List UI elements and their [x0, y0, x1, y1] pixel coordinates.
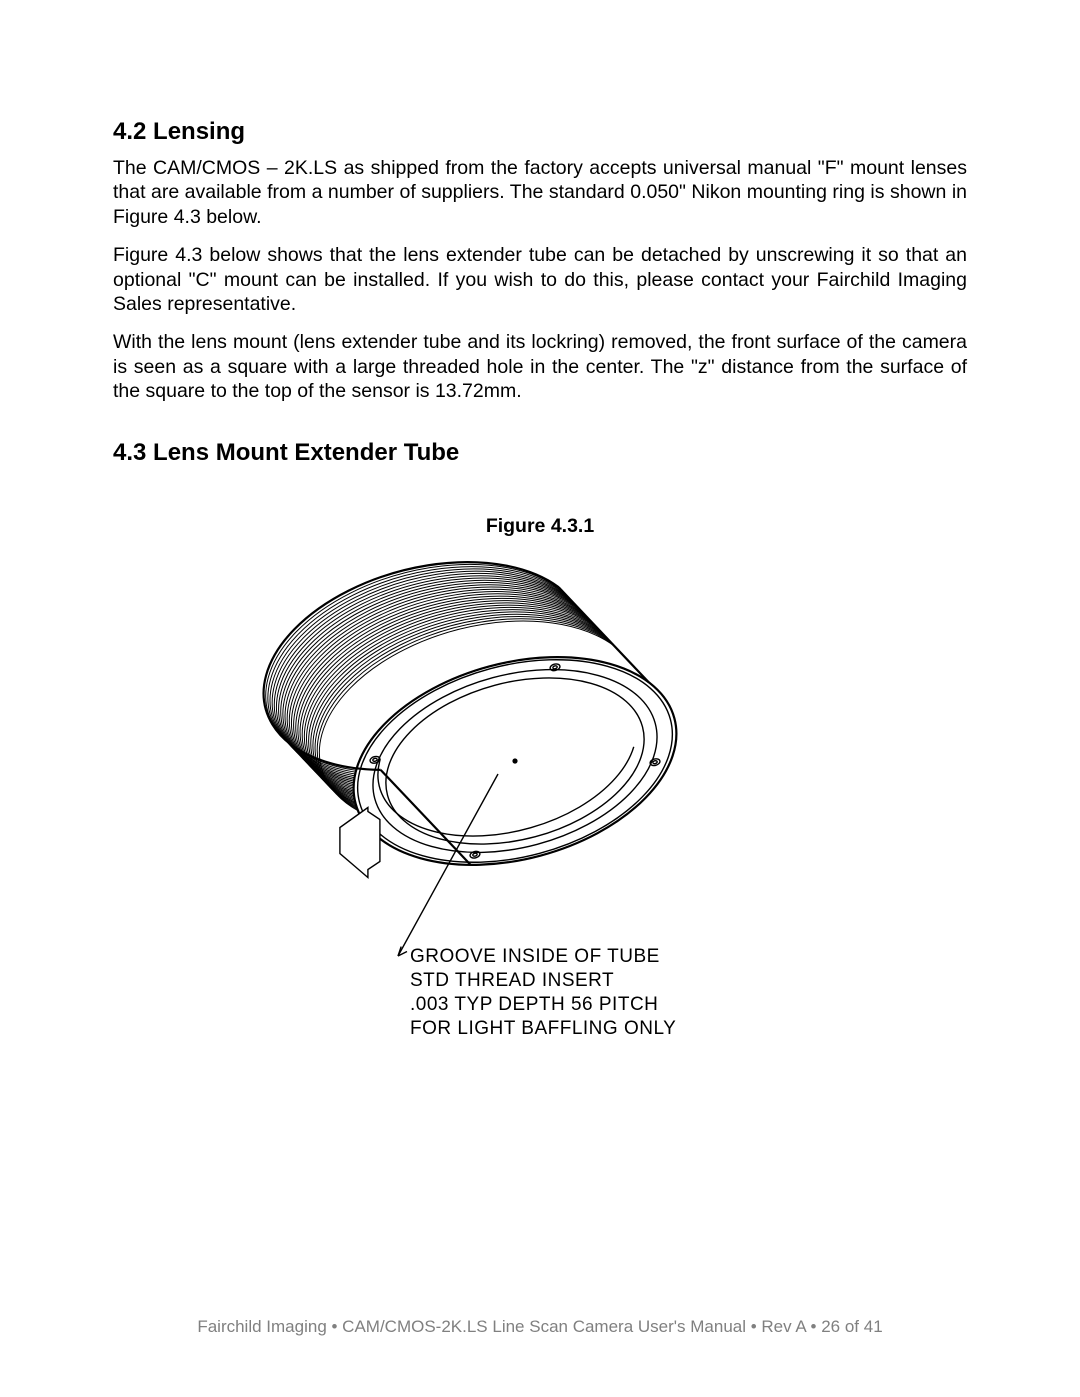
page-footer: Fairchild Imaging • CAM/CMOS-2K.LS Line …: [0, 1317, 1080, 1337]
heading-4-3: 4.3 Lens Mount Extender Tube: [113, 439, 967, 467]
lens-tube-diagram: GROOVE INSIDE OF TUBE STD THREAD INSERT .0…: [260, 556, 820, 1076]
paragraph: With the lens mount (lens extender tube …: [113, 330, 967, 403]
svg-text:STD THREAD INSERT: STD THREAD INSERT: [410, 970, 614, 991]
figure-title: Figure 4.3.1: [113, 515, 967, 538]
heading-4-2: 4.2 Lensing: [113, 118, 967, 146]
figure-container: GROOVE INSIDE OF TUBE STD THREAD INSERT .0…: [113, 556, 967, 1076]
paragraph: The CAM/CMOS – 2K.LS as shipped from the…: [113, 156, 967, 229]
paragraph: Figure 4.3 below shows that the lens ext…: [113, 243, 967, 316]
document-page: 4.2 Lensing The CAM/CMOS – 2K.LS as ship…: [0, 0, 1080, 1397]
svg-text:FOR LIGHT BAFFLING ONLY: FOR LIGHT BAFFLING ONLY: [410, 1018, 676, 1039]
svg-text:.003 TYP DEPTH 56 PITCH: .003 TYP DEPTH 56 PITCH: [410, 994, 658, 1015]
svg-text:GROOVE INSIDE OF TUBE: GROOVE INSIDE OF TUBE: [410, 946, 660, 967]
